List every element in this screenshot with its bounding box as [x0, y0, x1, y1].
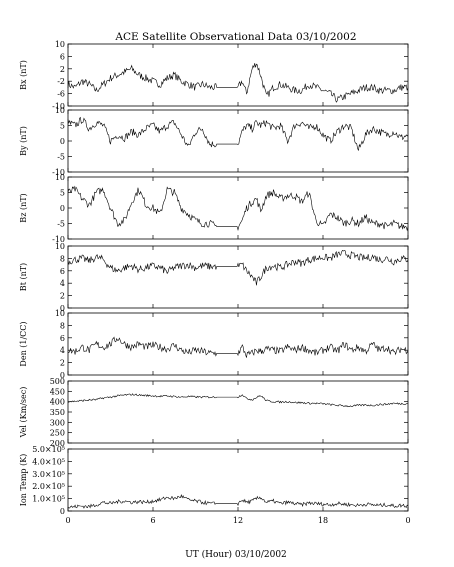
y-tick-label: 200 — [50, 439, 65, 448]
series-line — [67, 393, 409, 408]
y-axis-label: By (nT) — [19, 126, 28, 156]
y-tick-label: 6 — [60, 52, 65, 61]
y-axis-label: Bx (nT) — [19, 60, 28, 90]
y-tick-label: -10 — [52, 102, 65, 111]
y-tick-label: 10 — [55, 40, 65, 49]
y-tick-label: 0 — [60, 304, 65, 313]
panel-2: 10 5 0 -5 -10 By (nT) — [19, 106, 409, 177]
chart-title: ACE Satellite Observational Data 03/10/2… — [114, 31, 356, 43]
y-tick-label: 350 — [50, 408, 65, 417]
y-tick-label: -10 — [52, 168, 65, 177]
y-axis-label: Ion Temp (K) — [19, 454, 28, 507]
y-tick-label: 10 — [55, 309, 65, 318]
panel-1: 10 6 2 -2 -6 -10 Bx (nT) — [19, 40, 409, 111]
y-tick-label: 3.0×10⁵ — [32, 470, 65, 479]
y-tick-label: 5 — [60, 122, 65, 131]
series-line — [67, 116, 409, 151]
panel-frame — [67, 109, 409, 173]
y-tick-label: 0 — [60, 371, 65, 380]
series-line — [67, 63, 409, 103]
y-tick-label: 2 — [60, 359, 65, 368]
panel-frame — [67, 312, 409, 376]
y-tick-label: 10 — [55, 173, 65, 182]
y-axis-label: Vel (Km/sec) — [19, 387, 28, 439]
y-tick-label: 4 — [60, 279, 65, 288]
y-tick-label: -5 — [57, 220, 65, 229]
series-line — [67, 185, 409, 232]
y-tick-label: 4 — [60, 346, 65, 355]
panel-4: 10 8 6 4 2 0 Bt (nT) — [19, 242, 409, 313]
y-tick-label: 0 — [60, 204, 65, 213]
y-tick-label: 2 — [60, 65, 65, 74]
series-line — [67, 250, 409, 286]
y-tick-label: 300 — [50, 418, 65, 427]
y-tick-label: 6 — [60, 267, 65, 276]
y-tick-label: 0 — [60, 507, 65, 516]
panel-frame — [67, 448, 409, 512]
x-tick-label: 6 — [150, 516, 155, 525]
panels-group: 10 6 2 -2 -6 -10 Bx (nT) 10 5 0 -5 -10 By (nT) 10 5 0 -5… — [19, 40, 409, 516]
x-tick-label: 12 — [233, 516, 243, 525]
y-tick-label: 8 — [60, 254, 65, 263]
panel-3: 10 5 0 -5 -10 Bz (nT) — [19, 173, 409, 244]
panel-frame — [67, 43, 409, 107]
x-axis-label: UT (Hour) 03/10/2002 — [185, 549, 287, 560]
x-tick-label: 18 — [318, 516, 328, 525]
series-line — [67, 494, 409, 509]
x-tick-label: 0 — [405, 516, 410, 525]
y-tick-label: -6 — [57, 90, 65, 99]
y-tick-label: 400 — [50, 398, 65, 407]
y-tick-label: 0 — [60, 137, 65, 146]
y-tick-label: -10 — [52, 235, 65, 244]
y-axis-label: Den (1/CC) — [19, 321, 28, 366]
x-axis: 0 6 12 18 0 — [65, 516, 410, 525]
y-tick-label: 10 — [55, 242, 65, 251]
y-axis-label: Bt (nT) — [19, 263, 28, 291]
y-tick-label: 6 — [60, 334, 65, 343]
y-tick-label: 10 — [55, 106, 65, 115]
y-tick-label: 250 — [50, 429, 65, 438]
y-tick-label: 450 — [50, 387, 65, 396]
y-tick-label: 2.0×10⁵ — [32, 482, 65, 491]
y-tick-label: 500 — [50, 377, 65, 386]
panel-7: 0 1.0×10⁵ 2.0×10⁵ 3.0×10⁵ 4.0×10⁵ 5.0×10⁵ Ion … — [19, 445, 409, 516]
y-tick-label: 2 — [60, 292, 65, 301]
y-tick-label: 1.0×10⁵ — [32, 495, 65, 504]
y-tick-label: -2 — [57, 77, 65, 86]
x-tick-label: 0 — [65, 516, 70, 525]
panel-5: 10 8 6 4 2 0 Den (1/CC) — [19, 309, 409, 380]
y-tick-label: 5.0×10⁵ — [32, 445, 65, 454]
y-tick-label: 4.0×10⁵ — [32, 457, 65, 466]
y-tick-label: -5 — [57, 153, 65, 162]
y-axis-label: Bz (nT) — [19, 193, 28, 222]
panel-frame — [67, 380, 409, 444]
series-line — [67, 336, 409, 358]
y-tick-label: 8 — [60, 321, 65, 330]
y-tick-label: 5 — [60, 189, 65, 198]
